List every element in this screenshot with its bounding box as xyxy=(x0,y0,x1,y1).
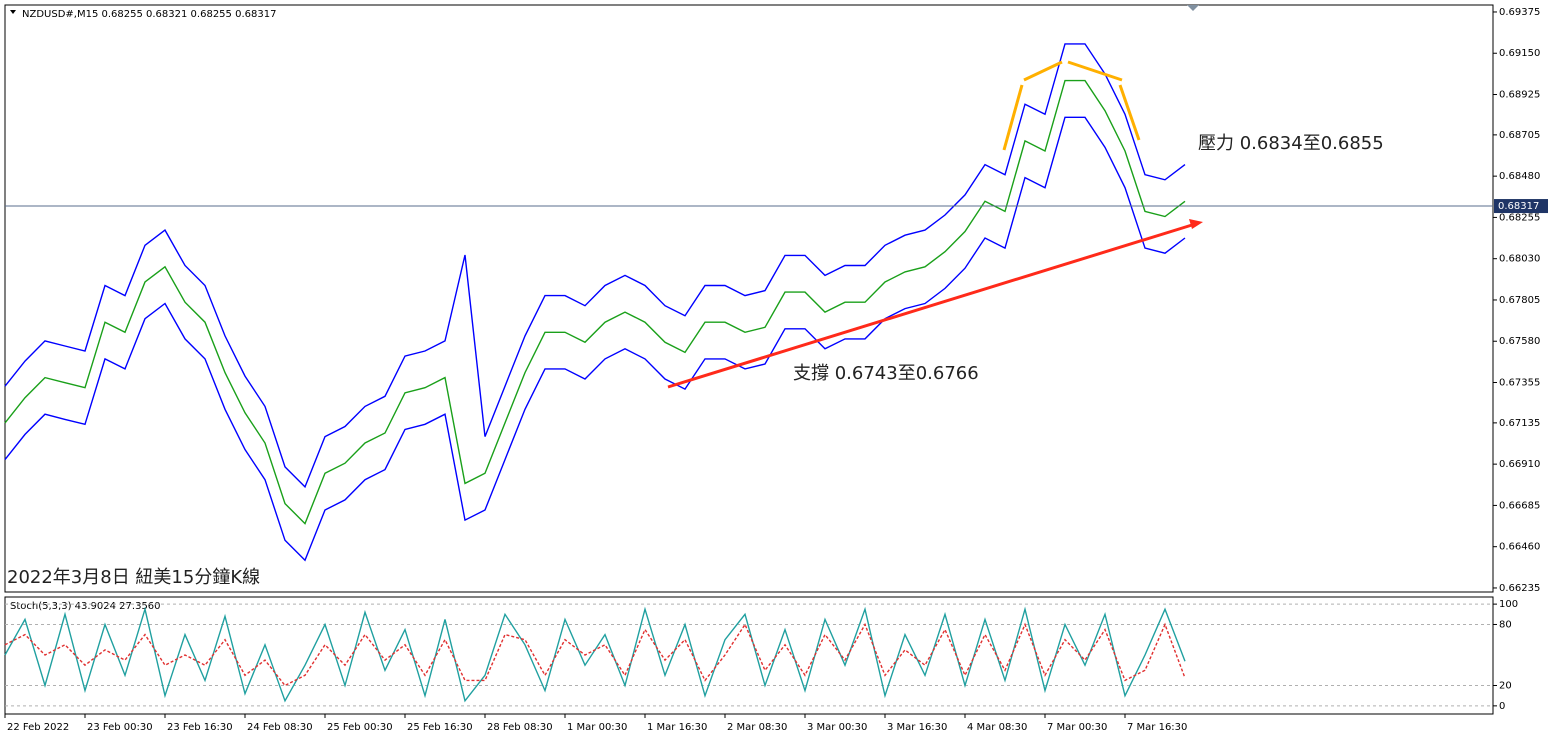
y-tick-label: 0.67580 xyxy=(1499,336,1540,347)
support-label: 支撐 0.6743至0.6766 xyxy=(793,363,979,384)
series-line xyxy=(4,116,1186,562)
x-tick-label: 28 Feb 08:30 xyxy=(487,722,553,733)
orange-arrow xyxy=(1023,60,1063,82)
stoch-panel xyxy=(4,596,1494,715)
x-tick-label: 3 Mar 00:30 xyxy=(807,722,867,733)
y-tick-label: 0.68925 xyxy=(1499,90,1540,101)
caption: 2022年3月8日 紐美15分鐘K線 xyxy=(7,567,260,588)
menu-icon xyxy=(10,10,16,14)
y-tick-label: 0.69375 xyxy=(1499,7,1540,18)
y-tick-label: 0.68480 xyxy=(1499,171,1540,182)
y-tick-label: 0.67805 xyxy=(1499,295,1540,306)
series-line xyxy=(4,43,1186,489)
stoch-title: Stoch(5,3,3) 43.9024 27.3560 xyxy=(10,601,161,612)
current-price-label: 0.68317 xyxy=(1498,201,1539,212)
x-tick-label: 4 Mar 08:30 xyxy=(967,722,1027,733)
series-line xyxy=(4,622,1186,687)
x-tick-label: 1 Mar 16:30 xyxy=(647,722,707,733)
orange-arrow xyxy=(1067,60,1123,82)
y-tick-label: 0.69150 xyxy=(1499,48,1540,59)
x-tick-label: 1 Mar 00:30 xyxy=(567,722,627,733)
y-tick-label: 0.68255 xyxy=(1499,212,1540,223)
y-tick-label: 0.67355 xyxy=(1499,378,1540,389)
orange-arrow xyxy=(1118,84,1141,141)
current-price-box xyxy=(1494,199,1548,214)
y-tick-label: 0.68030 xyxy=(1499,254,1540,265)
trend-arrowhead xyxy=(1189,219,1203,229)
support-trendline xyxy=(667,223,1193,389)
series-line xyxy=(4,79,1186,525)
y-tick-label: 0 xyxy=(1499,701,1505,712)
x-tick-label: 25 Feb 16:30 xyxy=(407,722,473,733)
x-tick-label: 23 Feb 16:30 xyxy=(167,722,233,733)
drawings xyxy=(667,60,1203,389)
y-tick-label: 0.66910 xyxy=(1499,459,1540,470)
y-tick-label: 0.66235 xyxy=(1499,583,1540,594)
y-tick-label: 20 xyxy=(1499,681,1512,692)
y-tick-label: 0.66685 xyxy=(1499,500,1540,511)
x-tick-label: 22 Feb 2022 xyxy=(7,722,69,733)
y-tick-label: 80 xyxy=(1499,619,1512,630)
y-tick-label: 0.68705 xyxy=(1499,130,1540,141)
x-tick-label: 23 Feb 00:30 xyxy=(87,722,153,733)
x-tick-label: 2 Mar 08:30 xyxy=(727,722,787,733)
resistance-label: 壓力 0.6834至0.6855 xyxy=(1198,133,1384,154)
x-tick-label: 7 Mar 00:30 xyxy=(1047,722,1107,733)
x-tick-label: 24 Feb 08:30 xyxy=(247,722,313,733)
y-tick-label: 100 xyxy=(1499,599,1518,610)
chart-title: NZDUSD#,M15 0.68255 0.68321 0.68255 0.68… xyxy=(22,9,276,20)
y-tick-label: 0.67135 xyxy=(1499,418,1540,429)
main-panel xyxy=(4,4,1494,593)
shift-marker xyxy=(1187,5,1199,11)
orange-arrow xyxy=(1002,84,1024,151)
x-tick-label: 25 Feb 00:30 xyxy=(327,722,393,733)
x-tick-label: 7 Mar 16:30 xyxy=(1127,722,1187,733)
y-tick-label: 0.66460 xyxy=(1499,542,1540,553)
x-tick-label: 3 Mar 16:30 xyxy=(887,722,947,733)
